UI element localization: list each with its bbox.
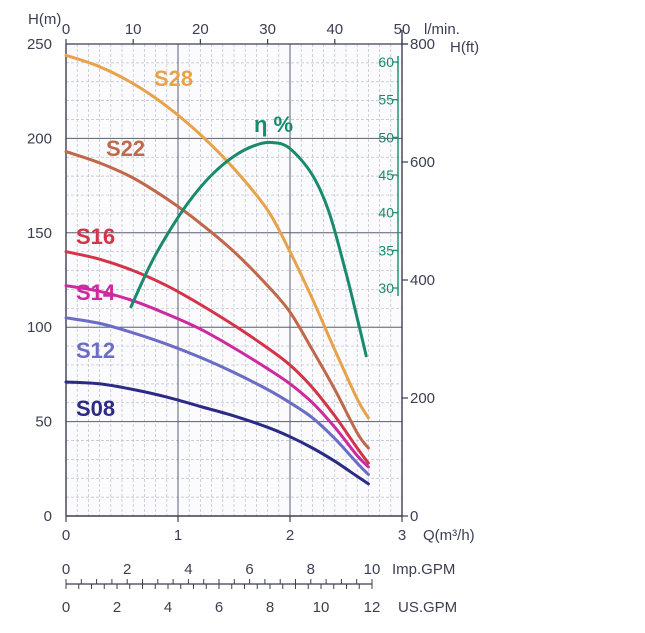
x-axis-title: Q(m³/h)	[423, 527, 475, 544]
us-gpm-tick-label: 12	[364, 599, 381, 616]
series-line-efficiency	[129, 140, 368, 358]
series-label-s16: S16	[76, 224, 115, 249]
y-tick-label: 50	[35, 414, 52, 431]
series-label-s14: S14	[76, 280, 116, 305]
imp-gpm-tick-label: 8	[307, 561, 315, 578]
series-line-s16	[64, 250, 370, 465]
us-gpm-tick-label: 10	[313, 599, 330, 616]
series-line-s28	[64, 53, 370, 420]
imp-gpm-tick-label: 0	[62, 561, 70, 578]
imp-gpm-tick-label: 2	[123, 561, 131, 578]
y-tick-label: 250	[27, 36, 52, 53]
efficiency-tick-label: 40	[378, 205, 394, 221]
y-tick-label: 100	[27, 319, 52, 336]
series-label-s08: S08	[76, 396, 115, 421]
right-axis-title: H(ft)	[450, 39, 479, 56]
x-tick-label: 3	[398, 527, 406, 544]
us-gpm-tick-label: 2	[113, 599, 121, 616]
imp-gpm-tick-label: 10	[364, 561, 381, 578]
efficiency-tick-label: 35	[378, 242, 394, 258]
x-tick-label: 0	[62, 527, 70, 544]
series-label-s28: S28	[154, 66, 193, 91]
efficiency-tick-label: 55	[378, 92, 394, 108]
right-tick-label: 800	[410, 36, 435, 53]
top-tick-label: 20	[192, 21, 209, 38]
efficiency-tick-label: 50	[378, 129, 394, 145]
series-label-s22: S22	[106, 136, 145, 161]
right-tick-label: 200	[410, 390, 435, 407]
us-gpm-tick-label: 8	[266, 599, 274, 616]
right-tick-label: 0	[410, 508, 418, 525]
us-gpm-tick-label: 0	[62, 599, 70, 616]
axes	[65, 30, 408, 589]
y-tick-label: 0	[44, 508, 52, 525]
us-gpm-tick-label: 6	[215, 599, 223, 616]
top-axis-title: l/min.	[424, 21, 460, 38]
top-tick-label: 40	[326, 21, 343, 38]
right-tick-label: 400	[410, 272, 435, 289]
series-line-s22	[64, 150, 370, 450]
y-tick-label: 200	[27, 130, 52, 147]
top-tick-label: 0	[62, 21, 70, 38]
imp-gpm-tick-label: 4	[184, 561, 192, 578]
top-tick-label: 50	[394, 21, 411, 38]
series-line-s12	[64, 316, 370, 476]
imp-gpm-tick-label: 6	[245, 561, 253, 578]
series-label-s12: S12	[76, 338, 115, 363]
x-tick-label: 1	[174, 527, 182, 544]
y-tick-label: 150	[27, 225, 52, 242]
efficiency-tick-label: 45	[378, 167, 394, 183]
series-label-efficiency: η %	[254, 112, 293, 137]
us-gpm-tick-label: 4	[164, 599, 172, 616]
us-gpm-title: US.GPM	[398, 599, 457, 616]
efficiency-tick-label: 30	[378, 280, 394, 296]
series-lines	[64, 53, 370, 486]
y-axis-title: H(m)	[28, 11, 61, 28]
top-tick-label: 30	[259, 21, 276, 38]
imp-gpm-title: Imp.GPM	[392, 561, 455, 578]
top-tick-label: 10	[125, 21, 142, 38]
efficiency-tick-label: 60	[378, 54, 394, 70]
right-tick-label: 600	[410, 154, 435, 171]
grid	[65, 43, 403, 517]
series-line-s14	[64, 284, 370, 469]
series-line-s08	[64, 380, 370, 486]
x-tick-label: 2	[286, 527, 294, 544]
